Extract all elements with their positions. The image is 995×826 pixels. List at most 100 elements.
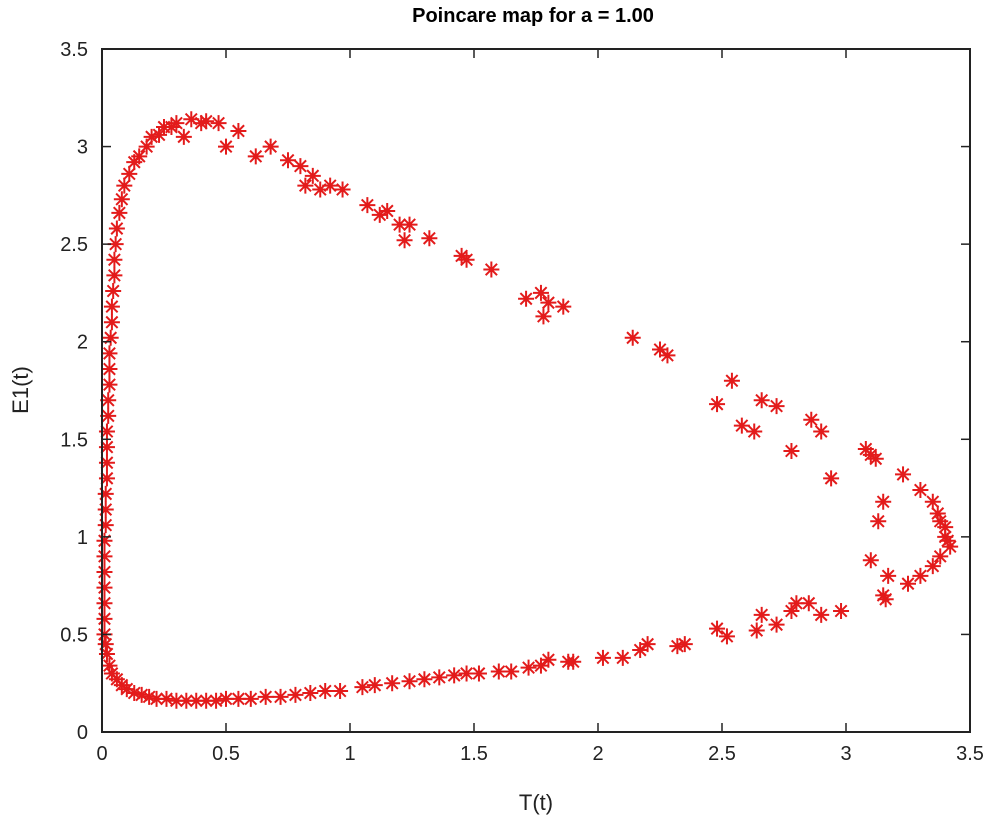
data-point: [912, 482, 929, 499]
data-point: [875, 587, 892, 604]
data-point: [168, 692, 185, 709]
data-point: [932, 548, 949, 565]
chart-title: Poincare map for a = 1.00: [412, 5, 654, 27]
data-point: [100, 392, 117, 409]
data-point: [175, 128, 192, 145]
data-point: [106, 251, 123, 268]
data-point: [101, 657, 118, 674]
data-point: [108, 220, 125, 237]
data-point: [96, 563, 113, 580]
x-tick-label: 0.5: [212, 743, 240, 765]
data-point: [520, 659, 537, 676]
data-point: [813, 606, 830, 623]
data-point: [103, 298, 120, 315]
data-point: [97, 485, 114, 502]
data-point: [746, 423, 763, 440]
data-point: [96, 532, 113, 549]
data-point: [470, 665, 487, 682]
data-point: [97, 501, 114, 518]
data-point: [490, 663, 507, 680]
data-point: [98, 470, 115, 487]
data-point: [113, 191, 130, 208]
x-tick-label: 2: [592, 743, 603, 765]
data-point: [230, 690, 247, 707]
data-points: [96, 111, 959, 709]
data-point: [366, 677, 383, 694]
data-point: [718, 628, 735, 645]
data-point: [121, 165, 138, 182]
data-point: [924, 558, 941, 575]
data-point: [97, 636, 114, 653]
data-point: [143, 128, 160, 145]
data-point: [102, 329, 119, 346]
data-point: [937, 528, 954, 545]
data-point: [788, 595, 805, 612]
data-point: [518, 290, 535, 307]
data-point: [178, 692, 195, 709]
data-point: [540, 651, 557, 668]
x-tick-label: 3.5: [956, 743, 984, 765]
data-point: [912, 567, 929, 584]
data-point: [247, 148, 264, 165]
data-point: [503, 663, 520, 680]
data-point: [198, 113, 215, 130]
y-tick-label: 2.5: [60, 234, 88, 256]
data-point: [163, 119, 180, 136]
data-point: [800, 595, 817, 612]
data-point: [151, 126, 168, 143]
data-point: [98, 645, 115, 662]
data-point: [101, 361, 118, 378]
data-point: [101, 376, 118, 393]
data-point: [148, 690, 165, 707]
data-point: [939, 532, 956, 549]
data-point: [753, 392, 770, 409]
data-point: [900, 575, 916, 592]
data-point: [242, 690, 259, 707]
data-point: [218, 138, 234, 155]
data-point: [458, 251, 475, 268]
data-point: [105, 282, 122, 299]
data-point: [833, 603, 850, 620]
data-point: [332, 683, 349, 700]
y-axis-label: E1(t): [8, 366, 33, 414]
data-point: [733, 417, 750, 434]
data-point: [421, 230, 438, 247]
data-point: [384, 675, 401, 692]
data-point: [96, 548, 113, 565]
data-point: [322, 177, 339, 194]
data-point: [133, 686, 150, 703]
data-point: [783, 442, 800, 459]
data-point: [937, 519, 954, 536]
data-point: [98, 439, 115, 456]
data-point: [483, 261, 500, 278]
y-tick-label: 1: [77, 527, 88, 549]
data-point: [101, 345, 118, 362]
data-point: [126, 154, 143, 171]
axis-ticks: 0 0.5 1 1.5 2 2.5 3 3.5 0 0.5 1 1.5 2 2.5 3 3.5: [60, 39, 984, 765]
y-tick-label: 3.5: [60, 39, 88, 61]
data-point: [783, 603, 800, 620]
data-point: [210, 115, 227, 132]
data-point: [401, 673, 418, 690]
data-point: [280, 152, 296, 169]
data-point: [535, 308, 552, 325]
data-point: [317, 683, 334, 700]
data-point: [103, 665, 120, 682]
data-point: [895, 466, 912, 483]
data-point: [287, 686, 304, 703]
data-point: [614, 649, 631, 666]
data-point: [929, 505, 946, 522]
data-point: [302, 684, 319, 701]
data-point: [334, 181, 351, 198]
data-point: [709, 620, 726, 637]
data-point: [748, 622, 765, 639]
data-point: [396, 232, 413, 249]
data-point: [532, 284, 549, 301]
data-point: [208, 692, 225, 709]
data-point: [594, 649, 611, 666]
data-point: [659, 347, 676, 364]
data-point: [555, 298, 572, 315]
data-point: [257, 688, 274, 705]
y-tick-label: 0.5: [60, 624, 88, 646]
data-point: [924, 493, 941, 510]
